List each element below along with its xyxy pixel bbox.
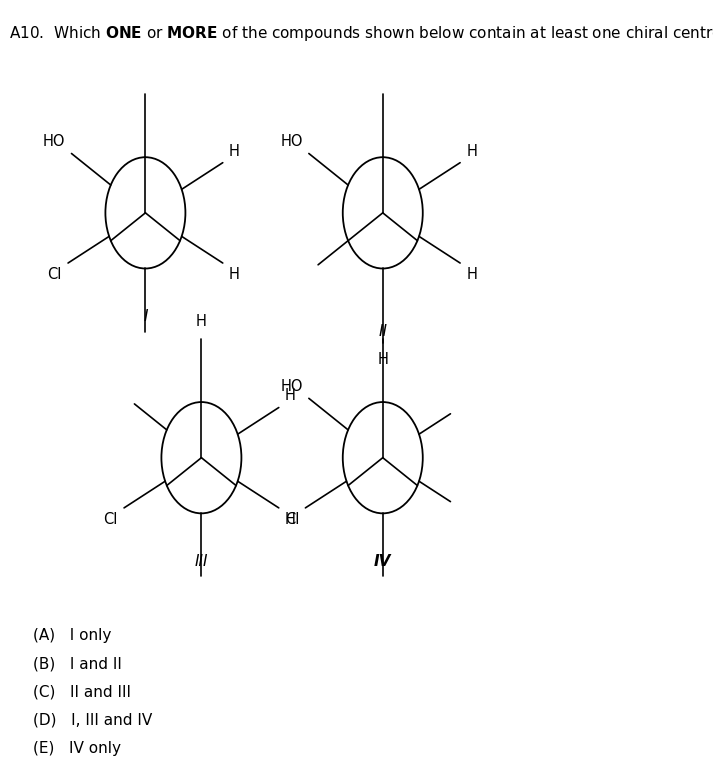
Text: H: H	[285, 512, 296, 527]
Text: H: H	[196, 315, 207, 329]
Text: (A)   I only: (A) I only	[34, 628, 112, 644]
Text: (C)   II and III: (C) II and III	[34, 684, 131, 700]
Text: H: H	[466, 267, 477, 282]
Text: HO: HO	[280, 378, 303, 393]
Text: (B)   I and II: (B) I and II	[34, 656, 122, 672]
Text: III: III	[195, 554, 208, 569]
Text: I: I	[143, 309, 148, 324]
Text: Cl: Cl	[103, 512, 118, 527]
Text: H: H	[466, 143, 477, 158]
Text: Cl: Cl	[47, 267, 62, 282]
Text: HO: HO	[43, 133, 66, 149]
Text: (E)   IV only: (E) IV only	[34, 741, 121, 756]
Text: II: II	[379, 324, 387, 339]
Text: Cl: Cl	[284, 512, 299, 527]
Text: H: H	[229, 267, 240, 282]
Text: H: H	[377, 352, 388, 368]
Text: HO: HO	[280, 133, 303, 149]
Text: A10.  Which $\mathbf{ONE}$ or $\mathbf{MORE}$ of the compounds shown below conta: A10. Which $\mathbf{ONE}$ or $\mathbf{MO…	[9, 23, 713, 42]
Text: IV: IV	[374, 554, 391, 569]
Text: H: H	[285, 388, 296, 403]
Text: (D)   I, III and IV: (D) I, III and IV	[34, 713, 153, 728]
Text: H: H	[229, 143, 240, 158]
